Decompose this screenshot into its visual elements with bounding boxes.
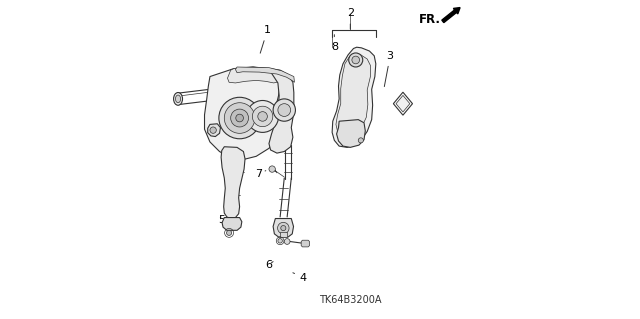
Polygon shape	[394, 92, 413, 115]
Circle shape	[349, 53, 363, 67]
Text: 4: 4	[293, 272, 307, 283]
Polygon shape	[227, 67, 280, 83]
Circle shape	[358, 138, 364, 143]
Circle shape	[284, 239, 290, 244]
Polygon shape	[222, 218, 242, 230]
Circle shape	[224, 103, 255, 133]
Polygon shape	[301, 240, 310, 247]
Circle shape	[281, 226, 286, 231]
Circle shape	[258, 112, 268, 121]
Polygon shape	[332, 47, 376, 147]
Circle shape	[273, 99, 296, 121]
Ellipse shape	[175, 95, 180, 103]
Polygon shape	[205, 67, 280, 160]
Text: FR.: FR.	[419, 13, 441, 26]
Circle shape	[252, 106, 273, 127]
Polygon shape	[396, 95, 410, 112]
Polygon shape	[280, 232, 287, 237]
Circle shape	[278, 222, 289, 234]
Text: 2: 2	[347, 8, 354, 29]
Circle shape	[236, 114, 243, 122]
Circle shape	[210, 127, 216, 133]
Polygon shape	[273, 219, 294, 237]
Circle shape	[278, 239, 282, 243]
Polygon shape	[236, 67, 294, 82]
Ellipse shape	[173, 93, 182, 105]
Polygon shape	[208, 124, 220, 137]
Text: 1: 1	[260, 25, 271, 53]
FancyArrow shape	[442, 8, 460, 23]
Circle shape	[219, 97, 260, 139]
Text: 3: 3	[385, 51, 394, 86]
Polygon shape	[269, 69, 294, 153]
Text: 6: 6	[266, 260, 273, 270]
Polygon shape	[221, 147, 245, 219]
Circle shape	[227, 230, 232, 235]
Circle shape	[278, 104, 291, 116]
Circle shape	[230, 109, 248, 127]
Circle shape	[352, 56, 360, 64]
Circle shape	[246, 100, 278, 132]
Text: TK64B3200A: TK64B3200A	[319, 295, 381, 305]
Text: 5: 5	[218, 215, 225, 225]
Text: 7: 7	[255, 169, 266, 179]
Polygon shape	[336, 54, 371, 138]
Polygon shape	[337, 120, 365, 147]
Circle shape	[269, 166, 275, 172]
Text: 8: 8	[331, 35, 338, 52]
